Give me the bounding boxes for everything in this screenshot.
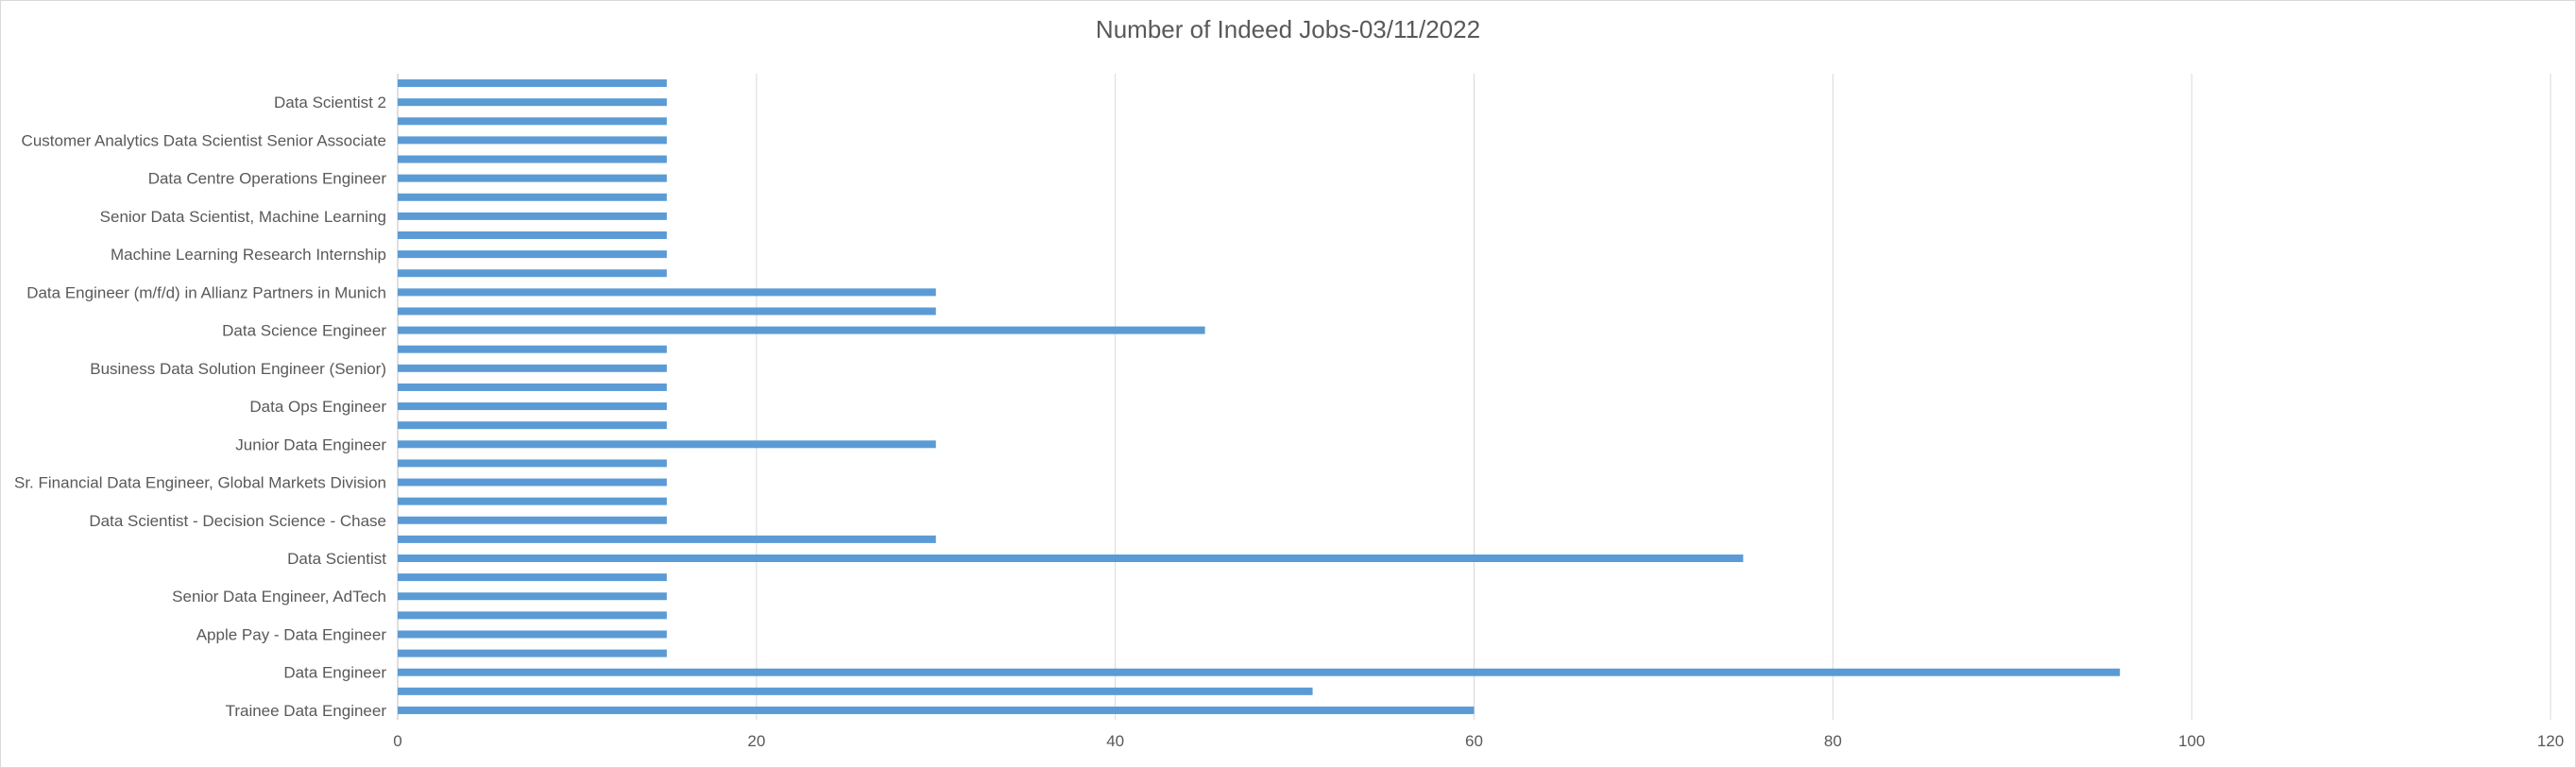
chart-title: Number of Indeed Jobs-03/11/2022: [1095, 15, 1481, 43]
bar: [398, 668, 2121, 676]
category-label: Senior Data Scientist, Machine Learning: [100, 208, 386, 226]
bar: [398, 402, 667, 411]
category-label: Sr. Financial Data Engineer, Global Mark…: [14, 474, 386, 492]
category-label: Data Engineer (m/f/d) in Allianz Partner…: [26, 283, 386, 301]
x-tick-label: 120: [2537, 732, 2564, 750]
gridlines: [397, 74, 2551, 720]
bar: [398, 649, 667, 657]
x-axis-tick-labels: 0 20 40 60 80 100 120: [393, 732, 2564, 750]
x-tick-label: 100: [2178, 732, 2205, 750]
bar: [398, 497, 667, 505]
category-label: Junior Data Engineer: [235, 435, 386, 453]
category-label: Data Scientist 2: [274, 94, 386, 111]
bar: [398, 231, 667, 239]
bar: [398, 535, 936, 543]
category-label: Data Ops Engineer: [249, 398, 386, 416]
bar: [398, 364, 667, 372]
bar: [398, 193, 667, 201]
bar: [398, 687, 1313, 695]
category-label: Apple Pay - Data Engineer: [196, 625, 387, 643]
bar: [398, 117, 667, 126]
bar: [398, 288, 936, 297]
bar: [398, 269, 667, 278]
bar: [398, 79, 667, 88]
category-label: Trainee Data Engineer: [226, 702, 387, 720]
category-label: Business Data Solution Engineer (Senior): [90, 360, 386, 378]
bar: [398, 573, 667, 582]
category-label: Senior Data Engineer, AdTech: [172, 588, 386, 606]
category-label: Customer Analytics Data Scientist Senior…: [22, 131, 386, 149]
y-axis-category-labels: Trainee Data Engineer Data Engineer Apple …: [14, 94, 386, 720]
bar: [398, 592, 667, 601]
category-label: Data Centre Operations Engineer: [148, 170, 387, 188]
bar: [398, 611, 667, 620]
bar: [398, 98, 667, 107]
bar: [398, 345, 667, 353]
bar: [398, 478, 667, 486]
bar: [398, 555, 1744, 562]
x-tick-label: 60: [1465, 732, 1483, 750]
bar: [398, 212, 667, 220]
bar: [398, 630, 667, 639]
bar: [398, 706, 1475, 714]
x-tick-label: 20: [747, 732, 765, 750]
category-label: Data Scientist - Decision Science - Chas…: [89, 512, 386, 530]
bar: [398, 155, 667, 163]
bar: [398, 326, 1205, 334]
bar: [398, 250, 667, 259]
x-tick-label: 40: [1106, 732, 1124, 750]
bar: [398, 459, 667, 468]
bar: [398, 174, 667, 182]
category-label: Machine Learning Research Internship: [111, 246, 386, 264]
bar: [398, 421, 667, 430]
bar: [398, 136, 667, 145]
x-tick-label: 80: [1824, 732, 1842, 750]
x-tick-label: 0: [393, 732, 401, 750]
bar: [398, 440, 936, 449]
category-label: Data Scientist: [287, 550, 386, 568]
category-label: Data Engineer: [283, 664, 386, 682]
bar: [398, 307, 936, 316]
bar: [398, 516, 667, 524]
category-label: Data Science Engineer: [222, 322, 386, 340]
bar: [398, 383, 667, 391]
bars: [398, 79, 2121, 714]
